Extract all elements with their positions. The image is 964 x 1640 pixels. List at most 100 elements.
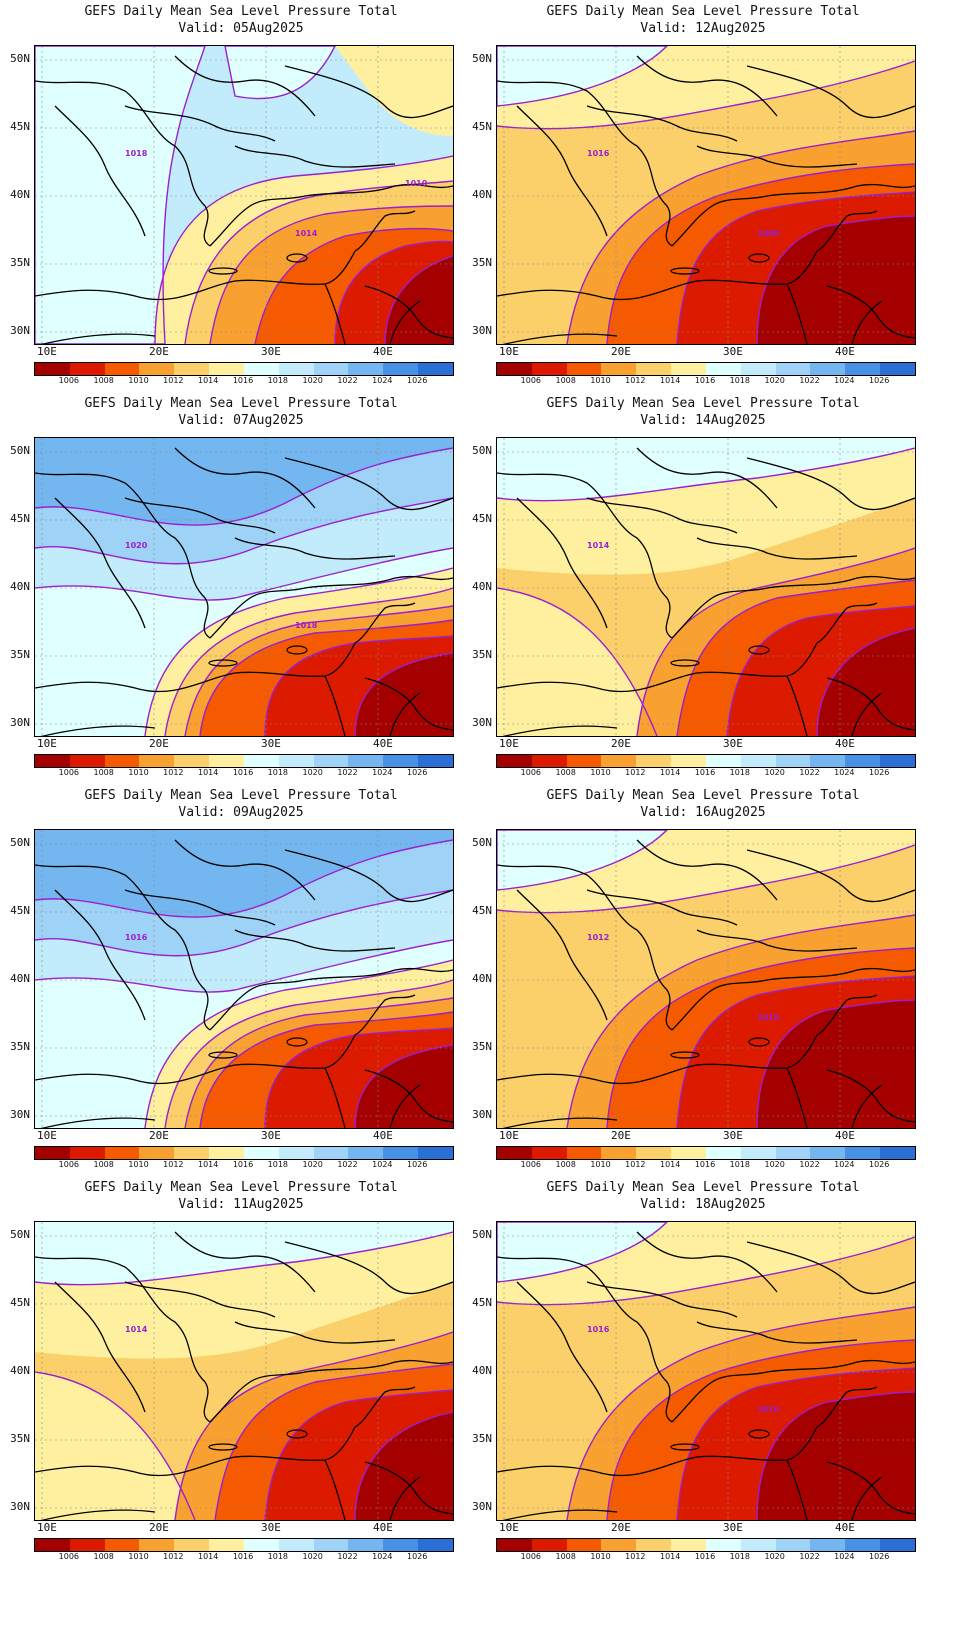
colorbar-segment <box>243 755 279 767</box>
coastline <box>234 1321 396 1344</box>
coastline <box>671 183 915 247</box>
colorbar-label: 1008 <box>555 376 576 385</box>
coastline <box>816 210 878 252</box>
island-cyprus <box>748 1037 770 1047</box>
colorbar-label: 1020 <box>764 1160 785 1169</box>
colorbar-segment <box>671 1539 706 1551</box>
colorbar-label: 1012 <box>163 376 184 385</box>
lon-tick-label: 10E <box>499 1129 519 1142</box>
colorbar-segment <box>775 755 811 767</box>
colorbar-segment <box>845 1147 881 1159</box>
colorbar <box>496 362 916 376</box>
coastline <box>497 1256 673 1423</box>
coastline <box>746 65 915 119</box>
colorbar-label: 1018 <box>729 1160 751 1169</box>
colorbar-segment <box>243 1539 279 1551</box>
colorbar-segment <box>880 1147 915 1159</box>
coastline <box>54 1281 146 1413</box>
colorbar-segment <box>348 1539 384 1551</box>
colorbar-label: 1024 <box>834 376 855 385</box>
coastline <box>786 675 808 736</box>
colorbar-segment <box>174 363 210 375</box>
colorbar-segment <box>531 1147 567 1159</box>
coastline <box>35 250 356 301</box>
colorbar-segment <box>601 1147 637 1159</box>
colorbar-label: 1022 <box>799 1552 820 1561</box>
coastline <box>636 55 778 117</box>
colorbar-label: 1020 <box>764 768 785 777</box>
panel-valid-date: Valid: 05Aug2025 <box>178 21 304 36</box>
island-cyprus <box>286 645 308 655</box>
colorbar-label: 1026 <box>868 768 890 777</box>
colorbar-label: 1018 <box>267 376 289 385</box>
pressure-map: 1018 1014 1010 <box>34 45 454 345</box>
colorbar-segment <box>418 1539 453 1551</box>
pressure-map-svg: 1014 <box>35 1222 453 1520</box>
coastline <box>284 849 453 903</box>
coastline <box>354 1386 416 1428</box>
lat-tick-label: 50N <box>472 444 492 457</box>
coastline <box>696 145 858 168</box>
isobar-line <box>497 1236 915 1306</box>
colorbar-segment <box>313 755 349 767</box>
colorbar-label: 1010 <box>590 376 611 385</box>
coastline <box>851 300 883 344</box>
lon-tick-label: 10E <box>37 737 57 750</box>
pressure-band <box>35 46 335 344</box>
lat-tick-label: 45N <box>472 1296 492 1309</box>
colorbar-segment <box>383 1539 419 1551</box>
isobar-line <box>566 130 915 344</box>
isobar-label: 1018 <box>125 149 148 158</box>
coastline <box>636 447 778 509</box>
coastline <box>586 497 738 534</box>
colorbar-segment <box>278 363 314 375</box>
coastline <box>389 300 421 344</box>
coastline <box>696 1321 858 1344</box>
pressure-map-svg: 1016 1010 <box>497 1222 915 1520</box>
island-cyprus <box>748 1429 770 1439</box>
colorbar-label: 1016 <box>694 1552 716 1561</box>
lat-tick-label: 45N <box>472 512 492 525</box>
colorbar-label: 1006 <box>520 376 542 385</box>
isobar-line <box>35 46 336 344</box>
colorbar-segment <box>705 755 741 767</box>
colorbar-label: 1008 <box>555 1160 576 1169</box>
colorbar-segment <box>348 1147 384 1159</box>
colorbar-label: 1020 <box>764 1552 785 1561</box>
lat-tick-label: 30N <box>10 324 30 337</box>
colorbar-label: 1006 <box>520 1552 542 1561</box>
lon-tick-label: 30E <box>723 1129 743 1142</box>
coastline <box>354 210 416 252</box>
coastline <box>516 889 608 1021</box>
colorbar-segment <box>104 755 140 767</box>
colorbar-segment <box>348 363 384 375</box>
coastline <box>40 1117 156 1128</box>
pressure-band <box>355 653 453 736</box>
lon-tick-label: 30E <box>261 1129 281 1142</box>
colorbar-label: 1014 <box>197 1160 219 1169</box>
panel-title: GEFS Daily Mean Sea Level Pressure Total <box>84 788 398 803</box>
island-cyprus <box>748 253 770 263</box>
coastline <box>586 889 738 926</box>
colorbar-label: 1026 <box>406 1552 428 1561</box>
coastline <box>516 105 608 237</box>
map-panel: GEFS Daily Mean Sea Level Pressure Total… <box>0 0 482 410</box>
lon-tick-label: 30E <box>261 345 281 358</box>
coastline <box>234 145 396 168</box>
lat-tick-label: 40N <box>10 188 30 201</box>
colorbar-label: 1012 <box>625 1552 646 1561</box>
lat-tick-label: 40N <box>10 972 30 985</box>
colorbar-segment <box>531 1539 567 1551</box>
colorbar-segment <box>35 755 70 767</box>
coastline <box>35 864 211 1031</box>
coastline <box>516 497 608 629</box>
coastline <box>671 575 915 639</box>
coastline <box>40 1509 156 1520</box>
colorbar-segment <box>636 755 672 767</box>
coastline <box>124 497 276 534</box>
isobar-line <box>497 844 915 914</box>
lon-tick-label: 40E <box>835 1521 855 1534</box>
pressure-map-svg: 1016 1006 <box>497 46 915 344</box>
isobar-line <box>35 447 453 526</box>
colorbar-label: 1008 <box>555 1552 576 1561</box>
